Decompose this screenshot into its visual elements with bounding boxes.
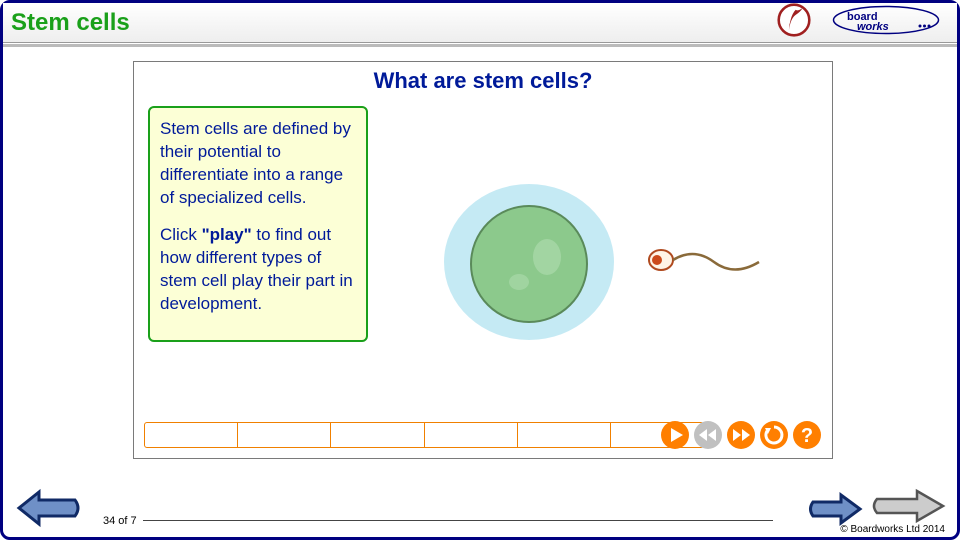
header-divider — [3, 44, 957, 47]
info-paragraph-2: Click "play" to find out how different t… — [160, 224, 356, 316]
info-p2-a: Click — [160, 225, 202, 244]
play-button[interactable] — [660, 420, 690, 450]
page-title: Stem cells — [11, 9, 777, 37]
svg-text:works: works — [857, 21, 889, 33]
content-frame: What are stem cells? Stem cells are defi… — [133, 61, 833, 459]
media-controls: ? — [660, 420, 822, 450]
boardworks-logo-icon: board works — [831, 3, 941, 42]
footer: 34 of 7 © Boardworks Ltd 2014 — [3, 493, 957, 537]
rewind-button[interactable] — [693, 420, 723, 450]
header-bar: Stem cells board works — [3, 3, 957, 43]
info-paragraph-1: Stem cells are defined by their potentia… — [160, 118, 356, 210]
skip-arrow-button[interactable] — [871, 488, 947, 529]
page-indicator: 34 of 7 — [103, 515, 137, 527]
info-box: Stem cells are defined by their potentia… — [148, 106, 368, 342]
progress-segments — [144, 422, 704, 448]
forward-button[interactable] — [726, 420, 756, 450]
illustration — [419, 162, 779, 362]
reset-button[interactable] — [759, 420, 789, 450]
back-arrow-button[interactable] — [15, 488, 83, 533]
svg-text:?: ? — [801, 425, 813, 447]
flash-logo-icon — [777, 3, 811, 42]
copyright-text: © Boardworks Ltd 2014 — [840, 524, 945, 535]
content-title: What are stem cells? — [134, 68, 832, 94]
footer-divider — [143, 520, 773, 521]
help-button[interactable]: ? — [792, 420, 822, 450]
info-p2-bold: "play" — [202, 225, 252, 244]
